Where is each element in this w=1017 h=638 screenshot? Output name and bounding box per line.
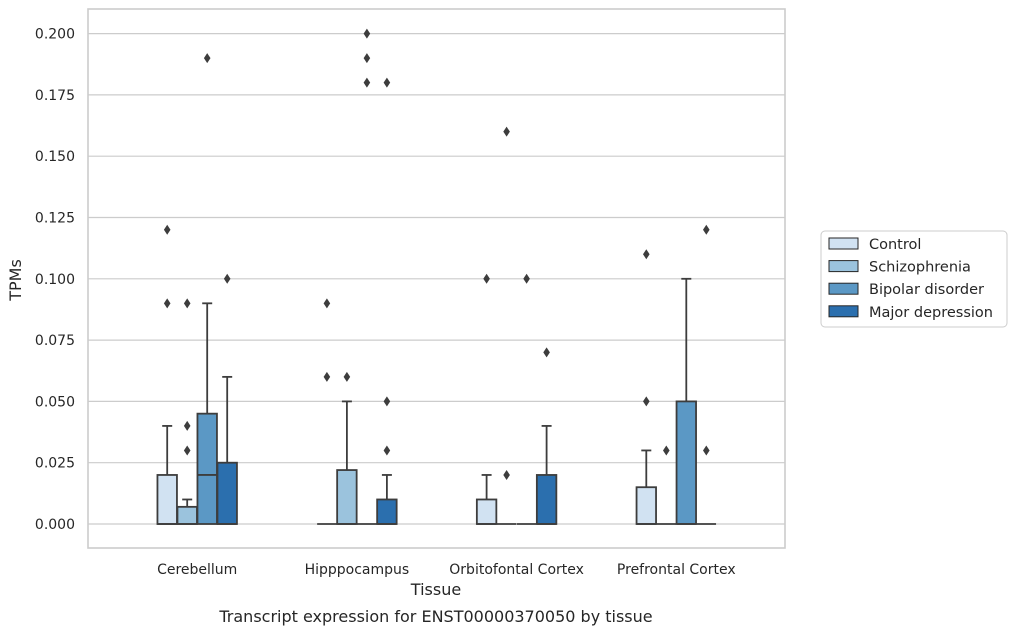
box-iqr [475, 498, 498, 525]
outlier-point [503, 469, 510, 480]
outlier-point [523, 273, 530, 284]
plot-border [87, 8, 786, 549]
legend-label: Control [869, 237, 921, 253]
outlier-point [383, 396, 391, 407]
box-2-2 [516, 273, 537, 525]
outlier-point [163, 224, 171, 235]
outlier-point [643, 396, 650, 407]
outlier-point [343, 371, 351, 382]
outlier-point [183, 420, 191, 431]
box-3-1 [656, 445, 677, 525]
box-3-0 [635, 249, 657, 525]
outlier-point [703, 445, 710, 456]
x-tick-label: Cerebellum [157, 562, 237, 578]
outlier-point [503, 126, 510, 137]
y-tick-label: 0.175 [35, 88, 75, 104]
y-tick-labels: 0.000 0.025 0.050 0.075 0.100 0.125 0.150 0.175… [35, 27, 75, 533]
outlier-point [183, 298, 191, 309]
y-tick-label: 0.125 [35, 211, 75, 227]
outlier-point [203, 53, 211, 64]
x-tick-label: Hipppocampus [305, 562, 410, 578]
legend-swatch [828, 237, 859, 250]
legend: Control Schizophrenia Bipolar disorder Majo… [820, 230, 1008, 328]
box-iqr [336, 469, 358, 525]
box-iqr [635, 486, 657, 525]
legend-swatch [828, 260, 859, 273]
outlier-point [163, 298, 171, 309]
chart-caption: Transcript expression for ENST0000037005… [218, 607, 652, 626]
box-2-0 [475, 273, 498, 525]
outlier-point [703, 224, 710, 235]
x-tick-label: Orbitofontal Cortex [449, 562, 584, 578]
boxes [156, 28, 717, 525]
box-iqr [176, 505, 198, 525]
x-tick-labels: Cerebellum Hipppocampus Orbitofontal Corte… [157, 562, 736, 578]
y-tick-label: 0.100 [35, 272, 75, 288]
plot-frame [87, 8, 786, 549]
outlier-point [543, 347, 550, 358]
box-1-2 [357, 28, 377, 525]
legend-swatch [828, 305, 859, 318]
box-1-1 [336, 371, 358, 525]
box-iqr [675, 400, 697, 525]
legend-label: Bipolar disorder [869, 282, 984, 298]
x-tick-label: Prefrontal Cortex [617, 562, 736, 578]
outlier-point [363, 77, 371, 88]
box-iqr [196, 412, 218, 525]
box-3-2 [675, 277, 697, 525]
outlier-point [483, 273, 490, 284]
y-tick-label: 0.000 [35, 517, 75, 533]
outlier-point [223, 273, 231, 284]
outlier-point [363, 28, 371, 39]
box-2-3 [535, 347, 558, 525]
box-0-3 [216, 273, 238, 525]
y-tick-label: 0.200 [35, 27, 75, 43]
y-tick-label: 0.075 [35, 333, 75, 349]
x-axis-label: Tissue [410, 580, 461, 599]
y-tick-label: 0.050 [35, 394, 75, 410]
box-iqr [216, 461, 238, 525]
legend-label: Major depression [869, 305, 993, 321]
legend-label: Schizophrenia [869, 260, 971, 276]
box-0-0 [156, 224, 178, 525]
y-tick-label: 0.025 [35, 456, 75, 472]
outlier-point [383, 77, 391, 88]
box-0-2 [196, 53, 218, 525]
box-0-1 [176, 298, 198, 525]
box-2-1 [496, 126, 517, 525]
box-iqr [376, 498, 398, 525]
box-1-3 [376, 77, 398, 525]
outlier-point [383, 445, 391, 456]
box-3-3 [696, 224, 717, 525]
y-axis-label: TPMs [6, 259, 25, 302]
box-iqr [156, 474, 178, 525]
legend-swatch [828, 282, 859, 295]
box-iqr [535, 474, 558, 525]
outlier-point [643, 249, 650, 260]
outlier-point [323, 298, 331, 309]
y-tick-label: 0.150 [35, 149, 75, 165]
box-1-0 [317, 298, 337, 525]
legend-frame [820, 230, 1008, 328]
outlier-point [663, 445, 670, 456]
outlier-point [323, 371, 331, 382]
outlier-point [183, 445, 191, 456]
outlier-point [363, 53, 371, 64]
